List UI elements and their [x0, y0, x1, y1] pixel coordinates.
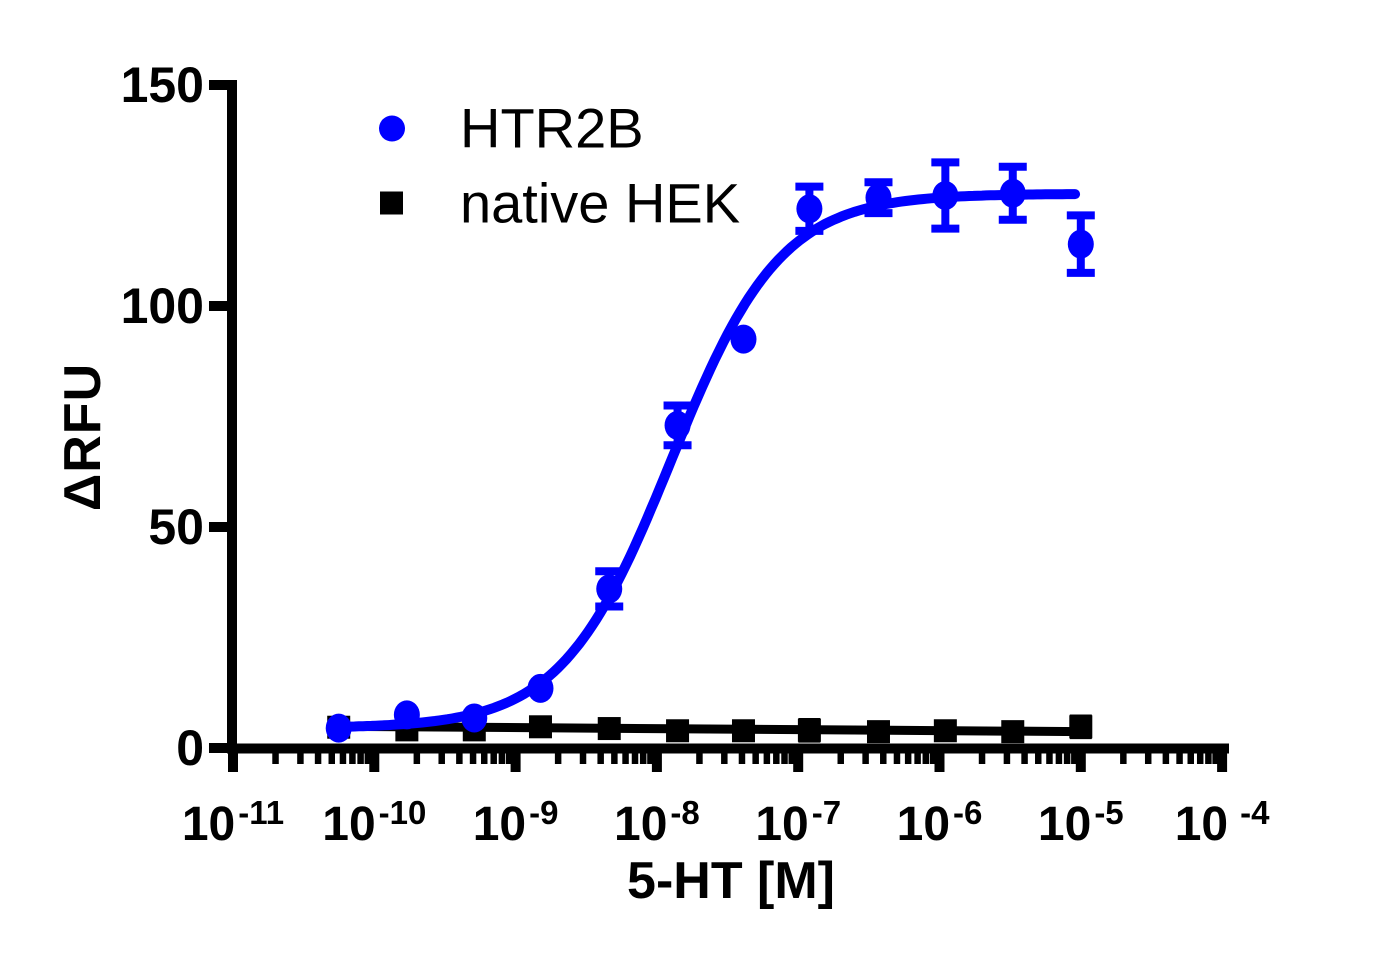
legend-item-native-hek: native HEK — [379, 171, 740, 236]
htr2b-data-point — [796, 194, 823, 224]
x-tick-label: 10-6 — [897, 794, 983, 851]
x-axis-title: 5-HT [M] — [627, 852, 835, 910]
series-htr2b — [325, 158, 1095, 743]
htr2b-data-point — [393, 700, 420, 730]
axes — [209, 80, 1229, 772]
legend-label-htr2b: HTR2B — [460, 96, 644, 160]
x-tick-label: 10-7 — [755, 794, 841, 851]
htr2b-data-point — [932, 181, 959, 210]
htr2b-data-point — [527, 673, 554, 703]
htr2b-data-point — [1067, 229, 1094, 259]
hek-fit-line — [338, 721, 1081, 737]
native-hek-square-marker-icon — [380, 191, 403, 215]
htr2b-data-point — [664, 410, 691, 440]
htr2b-data-point — [999, 178, 1026, 208]
y-axis-title: ΔRFU — [54, 362, 112, 512]
x-tick-label: 10-10 — [322, 794, 426, 851]
legend-item-htr2b: HTR2B — [379, 96, 644, 161]
x-tick-label: 10 -4 — [1175, 794, 1270, 851]
hek-data-point — [528, 715, 552, 739]
htr2b-data-point — [865, 183, 892, 213]
hek-data-point — [731, 719, 755, 743]
x-tick-label: 10-11 — [182, 794, 284, 851]
hek-data-point — [866, 720, 890, 744]
y-tick-label: 100 — [121, 278, 204, 334]
hek-data-point — [1001, 720, 1025, 744]
hek-data-point — [666, 719, 690, 743]
x-tick-label: 10-9 — [473, 794, 559, 851]
hek-data-point — [597, 717, 621, 741]
legend-label-native-hek: native HEK — [460, 171, 741, 235]
hek-data-point — [797, 718, 821, 742]
htr2b-circle-marker-icon — [379, 115, 405, 141]
x-tick-label: 10-8 — [614, 794, 700, 851]
hek-data-point — [1069, 715, 1093, 739]
htr2b-data-point — [325, 713, 352, 743]
y-tick-label: 150 — [121, 57, 204, 113]
series-native-hek — [327, 714, 1093, 744]
htr2b-data-point — [461, 703, 488, 733]
y-tick-label: 0 — [176, 720, 204, 776]
hek-data-point — [933, 719, 957, 743]
htr2b-data-point — [730, 324, 757, 354]
x-tick-label: 10-5 — [1038, 794, 1124, 851]
htr2b-data-point — [596, 574, 623, 604]
y-tick-label: 50 — [148, 499, 204, 555]
htr2b-fit-curve — [332, 189, 1081, 732]
